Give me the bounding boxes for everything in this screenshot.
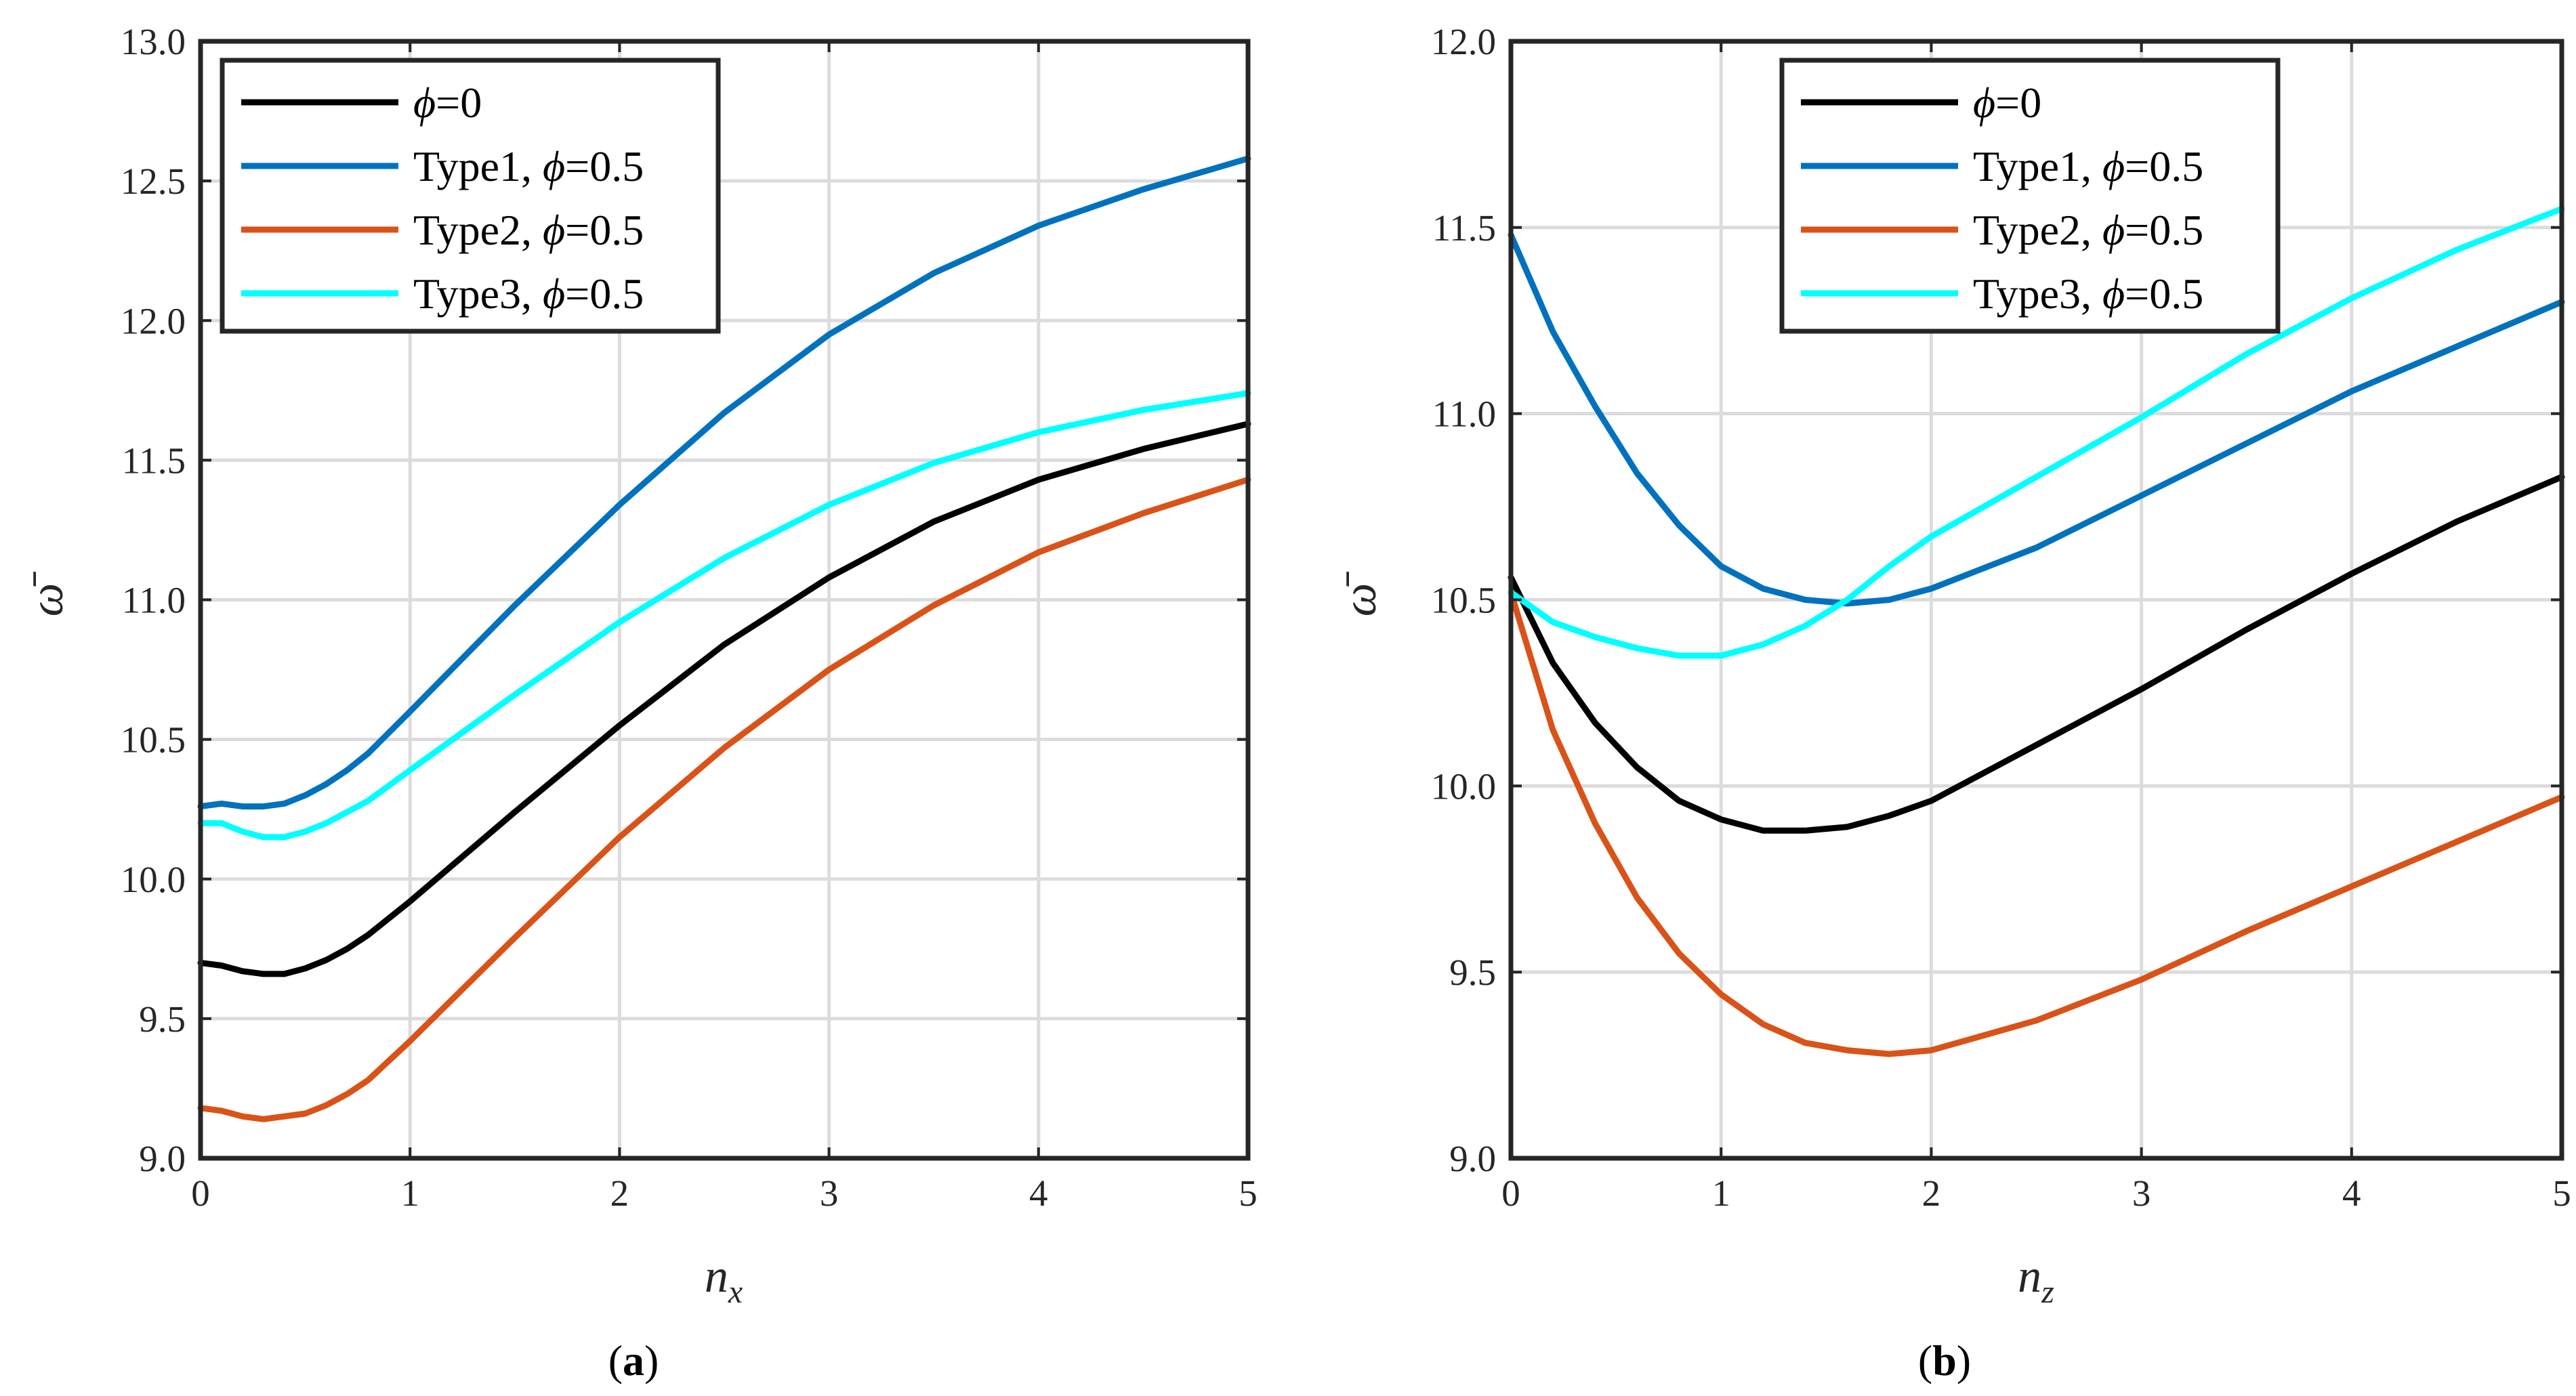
- y-tick-label: 12.5: [121, 161, 186, 202]
- chart-a: 0 1 2 3 4 5 9.0 9.5 10.0 10.5 11.0 11.5 12.0 12.5 13.0…: [21, 21, 1258, 1384]
- x-tick-label: 5: [2552, 1172, 2571, 1214]
- legend-phi-value: =0.5: [2125, 206, 2203, 254]
- legend-label-4: Type3, ϕ=0.5: [1973, 270, 2203, 318]
- panel-label: (a): [608, 1336, 659, 1384]
- series-line-3: [197, 476, 1251, 1122]
- x-tick-label: 3: [820, 1172, 839, 1214]
- panel-label-part: (: [1918, 1336, 1932, 1384]
- y-tick-label: 13.0: [121, 21, 186, 62]
- y-tick-label: 12.0: [1431, 21, 1496, 62]
- legend-label-2: Type1, ϕ=0.5: [413, 142, 644, 190]
- x-axis-label-subscript: z: [2041, 1274, 2054, 1310]
- panel-label-part: ): [644, 1336, 659, 1384]
- x-tick-label: 0: [1501, 1172, 1520, 1214]
- legend-label-1: ϕ=0: [413, 79, 482, 127]
- y-tick-label: 12.0: [121, 300, 186, 341]
- legend-type-text: Type3,: [413, 270, 543, 318]
- x-tick-label: 2: [610, 1172, 629, 1214]
- y-tick-label: 10.0: [1431, 765, 1496, 807]
- panel-label-part: ): [1957, 1336, 1971, 1384]
- legend-phi-value: =0.5: [565, 142, 644, 190]
- y-tick-label: 10.5: [121, 719, 186, 761]
- panel-label-part: a: [623, 1336, 644, 1384]
- x-axis-label-main: n: [2018, 1250, 2041, 1303]
- legend-label-1: ϕ=0: [1973, 79, 2041, 127]
- x-axis-label-subscript: x: [728, 1274, 743, 1310]
- legend-phi-symbol: ϕ: [543, 270, 565, 318]
- series-line-2: [197, 155, 1251, 810]
- legend-phi-symbol: ϕ: [543, 142, 565, 190]
- chart-b: 0 1 2 3 4 5 9.0 9.5 10.0 10.5 11.0 11.5 12.0 nz ω̄ (b) ϕ…: [1334, 21, 2571, 1384]
- x-tick-label: 0: [191, 1172, 210, 1214]
- y-tick-label: 11.5: [122, 440, 186, 481]
- series-line-1: [1508, 473, 2565, 834]
- legend-phi-value: =0: [436, 79, 482, 127]
- x-tick-label: 2: [1922, 1172, 1941, 1214]
- legend-label-4: Type3, ϕ=0.5: [413, 270, 644, 318]
- series-line-3: [1508, 589, 2565, 1057]
- legend-phi-value: =0.5: [2125, 142, 2203, 190]
- y-tick-label: 10.0: [121, 859, 186, 900]
- y-tick-label: 10.5: [1431, 580, 1496, 621]
- legend-label-3: Type2, ϕ=0.5: [413, 206, 644, 254]
- y-tick-label: 9.0: [139, 1138, 186, 1179]
- legend-box: [220, 58, 721, 334]
- y-tick-label: 9.5: [139, 998, 186, 1040]
- y-axis-label: ω̄: [1334, 571, 1386, 616]
- y-tick-label: 11.5: [1432, 207, 1496, 249]
- legend-phi-value: =0.5: [565, 206, 644, 254]
- x-tick-label: 1: [400, 1172, 419, 1214]
- legend-type-text: Type3,: [1973, 270, 2102, 318]
- y-tick-label: 11.0: [122, 580, 186, 621]
- x-tick-label: 4: [2342, 1172, 2361, 1214]
- panel-label-part: (: [608, 1336, 623, 1384]
- legend-phi-value: =0: [1995, 79, 2041, 127]
- legend-phi-symbol: ϕ: [413, 79, 436, 127]
- x-axis-label-main: n: [705, 1250, 728, 1303]
- panel-label: (b): [1918, 1336, 1971, 1384]
- x-tick-label: 5: [1239, 1172, 1258, 1214]
- x-tick-label: 1: [1711, 1172, 1730, 1214]
- legend-phi-symbol: ϕ: [1973, 79, 1995, 127]
- y-tick-label: 9.0: [1449, 1138, 1496, 1179]
- legend-type-text: Type1,: [1973, 142, 2102, 190]
- series-line-2: [1508, 232, 2565, 607]
- y-tick-label: 9.5: [1449, 952, 1496, 993]
- x-axis-label: nx: [705, 1250, 743, 1310]
- y-tick-label: 11.0: [1432, 394, 1496, 435]
- legend-phi-symbol: ϕ: [543, 206, 565, 254]
- legend-label-3: Type2, ϕ=0.5: [1973, 206, 2203, 254]
- legend-type-text: Type2,: [413, 206, 543, 254]
- legend-phi-symbol: ϕ: [2102, 206, 2125, 254]
- series-line-4: [197, 389, 1251, 841]
- legend-type-text: Type2,: [1973, 206, 2102, 254]
- legend-phi-value: =0.5: [2125, 270, 2203, 318]
- x-tick-label: 3: [2132, 1172, 2151, 1214]
- series-line-1: [197, 421, 1251, 977]
- series-line-4: [1508, 205, 2565, 659]
- legend-phi-value: =0.5: [565, 270, 644, 318]
- panel-label-part: b: [1932, 1336, 1957, 1384]
- legend-type-text: Type1,: [413, 142, 543, 190]
- legend-label-2: Type1, ϕ=0.5: [1973, 142, 2203, 190]
- legend-phi-symbol: ϕ: [2102, 270, 2125, 318]
- x-tick-label: 4: [1029, 1172, 1048, 1214]
- y-axis-label: ω̄: [21, 571, 73, 616]
- legend-phi-symbol: ϕ: [2102, 142, 2125, 190]
- legend-box: [1779, 58, 2281, 334]
- x-axis-label: nz: [2018, 1250, 2054, 1310]
